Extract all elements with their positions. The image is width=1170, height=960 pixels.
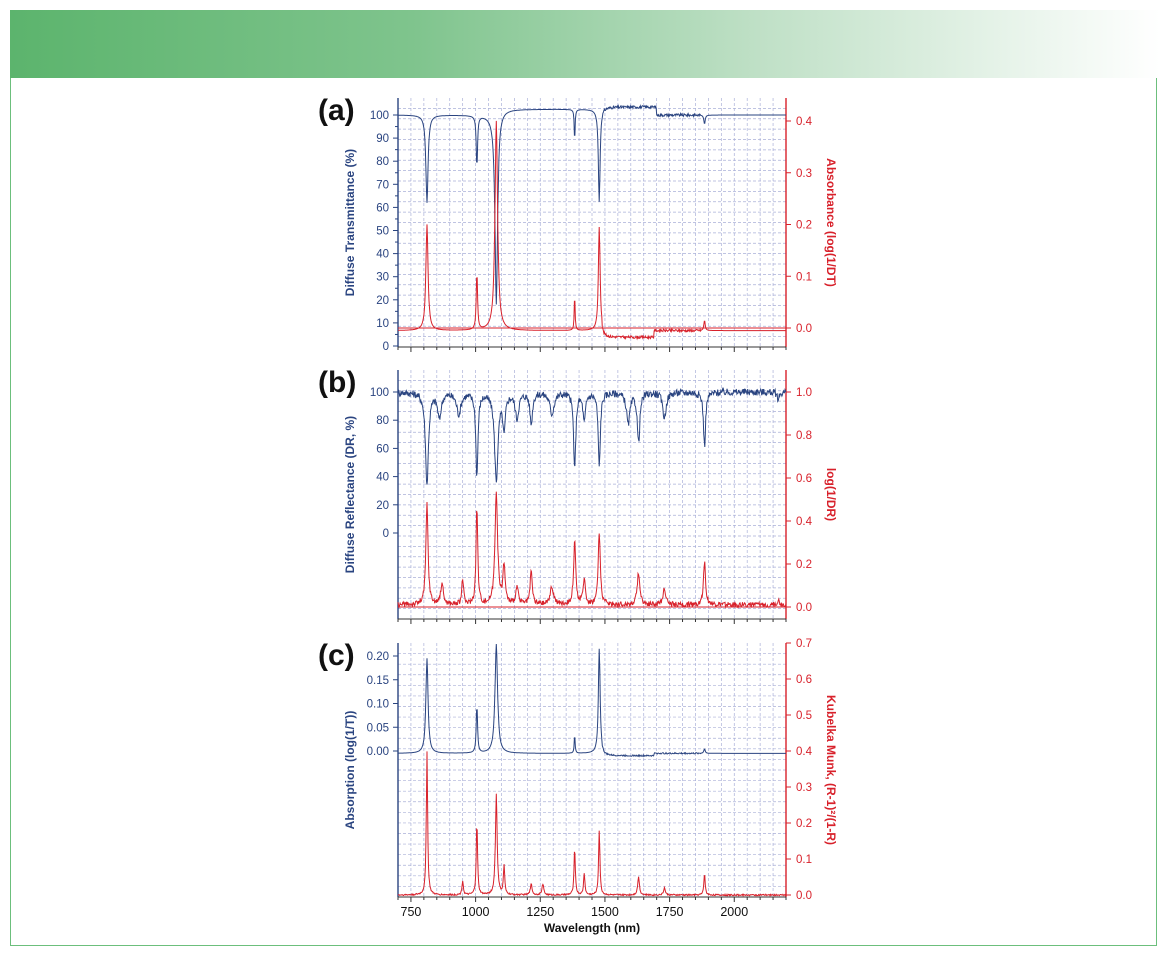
blue-spectrum-series bbox=[397, 386, 787, 485]
left-tick-label: 50 bbox=[376, 226, 389, 238]
x-axis-title: Wavelength (nm) bbox=[544, 921, 640, 935]
right-tick-label: 0.8 bbox=[796, 430, 812, 442]
left-tick-label: 0.00 bbox=[367, 746, 389, 758]
left-tick-label: 40 bbox=[376, 472, 389, 484]
left-tick-label: 40 bbox=[376, 249, 389, 261]
left-tick-label: 10 bbox=[376, 318, 389, 330]
left-tick-label: 20 bbox=[376, 500, 389, 512]
left-tick-label: 0.05 bbox=[367, 722, 389, 734]
left-tick-label: 60 bbox=[376, 202, 389, 214]
left-tick-label: 0 bbox=[383, 341, 389, 353]
grid bbox=[397, 98, 787, 347]
left-tick-label: 30 bbox=[376, 272, 389, 284]
left-axis-title: Diffuse Reflectance (DR, %) bbox=[343, 416, 357, 573]
right-axis-title: Absorbance (log(1/DT) bbox=[824, 158, 838, 287]
right-tick-label: 0.3 bbox=[796, 782, 812, 794]
left-axis-title: Absorption (log(1/T)) bbox=[343, 711, 357, 830]
x-tick-label: 2000 bbox=[720, 905, 748, 919]
right-tick-label: 0.1 bbox=[796, 854, 812, 866]
right-tick-label: 0.0 bbox=[796, 890, 812, 902]
chart-panel-2: 0 20 40 60 80 100 0.0 0.2 0.4 0.6 0.8 1.0 (b) Diffuse… bbox=[318, 366, 838, 624]
x-tick-label: 1750 bbox=[656, 905, 684, 919]
x-tick-label: 1500 bbox=[591, 905, 619, 919]
right-tick-label: 0.5 bbox=[796, 710, 812, 722]
left-tick-label: 60 bbox=[376, 443, 389, 455]
right-tick-label: 0.2 bbox=[796, 559, 812, 571]
right-tick-label: 1.0 bbox=[796, 387, 812, 399]
right-tick-label: 0.6 bbox=[796, 674, 812, 686]
x-tick-label: 750 bbox=[401, 905, 422, 919]
right-tick-label: 0.4 bbox=[796, 516, 813, 528]
panel-label: (b) bbox=[318, 366, 356, 399]
left-tick-label: 70 bbox=[376, 179, 389, 191]
right-tick-label: 0.2 bbox=[796, 220, 812, 232]
header-banner bbox=[10, 10, 1160, 78]
panel-label: (c) bbox=[318, 639, 355, 672]
left-tick-label: 0.15 bbox=[367, 675, 389, 687]
left-tick-label: 90 bbox=[376, 133, 389, 145]
right-axis-title: Kubelka Munk, (R-1)²/(1-R) bbox=[824, 695, 838, 845]
right-tick-label: 0.4 bbox=[796, 116, 813, 128]
panel-label: (a) bbox=[318, 94, 355, 127]
left-tick-label: 100 bbox=[370, 387, 389, 399]
red-spectrum-series bbox=[397, 751, 787, 898]
red-spectrum-series bbox=[397, 491, 787, 609]
chart-panel-3: 0.00 0.05 0.10 0.15 0.20 0.0 0.1 0.2 0.3 0.4 0.5 0.… bbox=[318, 638, 838, 935]
grid bbox=[397, 370, 787, 619]
right-tick-label: 0.2 bbox=[796, 818, 812, 830]
left-tick-label: 80 bbox=[376, 156, 389, 168]
left-tick-label: 80 bbox=[376, 415, 389, 427]
right-tick-label: 0.4 bbox=[796, 746, 813, 758]
x-tick-label: 1000 bbox=[462, 905, 490, 919]
right-axis-title: log(1/DR) bbox=[824, 468, 838, 521]
chart-panel-1: 0 10 20 30 40 50 60 70 80 90 100 0.0 0.1 0.2 0.3 0.4 (a)… bbox=[318, 94, 838, 353]
left-axis-title: Diffuse Transmittance (%) bbox=[343, 149, 357, 296]
left-tick-label: 0.20 bbox=[367, 651, 389, 663]
x-tick-label: 1250 bbox=[526, 905, 554, 919]
right-tick-label: 0.0 bbox=[796, 602, 812, 614]
blue-spectrum-series bbox=[398, 103, 786, 305]
left-tick-label: 100 bbox=[370, 110, 389, 122]
right-tick-label: 0.0 bbox=[796, 323, 812, 335]
right-tick-label: 0.3 bbox=[796, 168, 812, 180]
blue-spectrum-series bbox=[397, 643, 786, 758]
right-tick-label: 0.7 bbox=[796, 638, 812, 650]
right-tick-label: 0.1 bbox=[796, 271, 812, 283]
right-tick-label: 0.6 bbox=[796, 473, 812, 485]
grid bbox=[397, 643, 787, 897]
left-tick-label: 0 bbox=[383, 528, 389, 540]
figure-frame bbox=[10, 78, 1157, 946]
left-tick-label: 0.10 bbox=[367, 699, 389, 711]
left-tick-label: 20 bbox=[376, 295, 389, 307]
